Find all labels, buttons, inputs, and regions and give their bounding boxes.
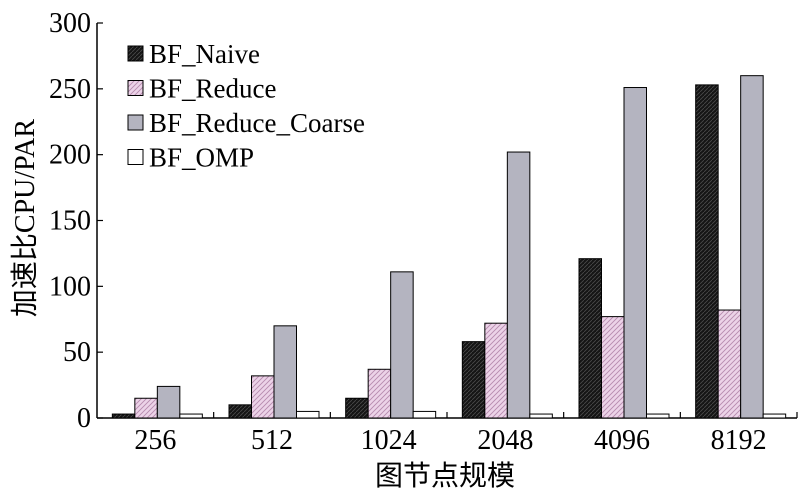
y-tick-label: 0 [77,403,91,434]
bar-bf-omp-4096 [646,413,670,419]
bar-bf-naive-8192 [695,84,719,419]
legend-label: BF_Reduce_Coarse [149,108,365,138]
bar-bf-omp-2048 [529,413,553,419]
bar-bf-reduce-coarse-8192 [740,75,764,419]
y-tick-label: 50 [63,337,91,368]
x-tick-label: 2048 [477,425,533,456]
x-tick-label: 256 [134,425,176,456]
bar-bf-reduce-coarse-2048 [506,151,531,419]
legend-swatch [127,45,144,62]
y-tick-label: 300 [49,8,91,39]
bar-bf-reduce-256 [134,397,158,419]
bars [111,75,787,419]
bar-bf-reduce-coarse-256 [156,385,181,419]
x-tick-label: 512 [251,425,293,456]
axes [96,22,798,419]
bar-bf-reduce-coarse-1024 [390,271,414,419]
bar-bf-naive-2048 [461,341,486,419]
y-tick-label: 150 [49,206,91,237]
x-tick-label: 8192 [711,425,767,456]
bar-bf-reduce-2048 [484,322,508,419]
bar-bf-reduce-8192 [717,309,742,419]
legend-label: BF_Reduce [149,74,277,104]
bar-bf-naive-4096 [578,258,602,419]
bar-bf-reduce-512 [251,375,275,419]
bar-bf-omp-8192 [762,413,787,419]
x-tick-label: 1024 [361,425,417,456]
bar-bf-naive-256 [111,413,136,419]
y-axis-title: 加速比CPU/PAR [9,119,41,317]
bar-bf-naive-512 [228,404,252,419]
bar-bf-reduce-coarse-512 [273,325,297,419]
y-tick-label: 250 [49,74,91,105]
y-tick-label: 200 [49,140,91,171]
legend-label: BF_Naive [149,39,260,69]
legend-swatch [127,114,144,131]
bar-bf-naive-1024 [345,397,369,419]
x-tick-label: 4096 [594,425,650,456]
tick-labels: 0 50 100 150 200 250 300 256 512 1024 2048 4096 8192 [49,8,767,456]
legend: BF_Naive BF_Reduce BF_Reduce_Coarse BF_OMP [127,39,365,173]
legend-swatch [127,80,144,96]
bar-bf-reduce-coarse-4096 [623,87,647,419]
bar-bf-reduce-4096 [601,316,625,419]
legend-swatch [127,149,144,165]
legend-label: BF_OMP [149,143,254,173]
bar-bf-omp-512 [296,410,320,419]
x-axis-title: 图节点规模 [375,460,515,492]
y-tick-label: 100 [49,271,91,302]
bar-bf-omp-1024 [412,410,437,419]
bar-bf-reduce-1024 [367,368,392,419]
bar-bf-omp-256 [179,413,203,419]
